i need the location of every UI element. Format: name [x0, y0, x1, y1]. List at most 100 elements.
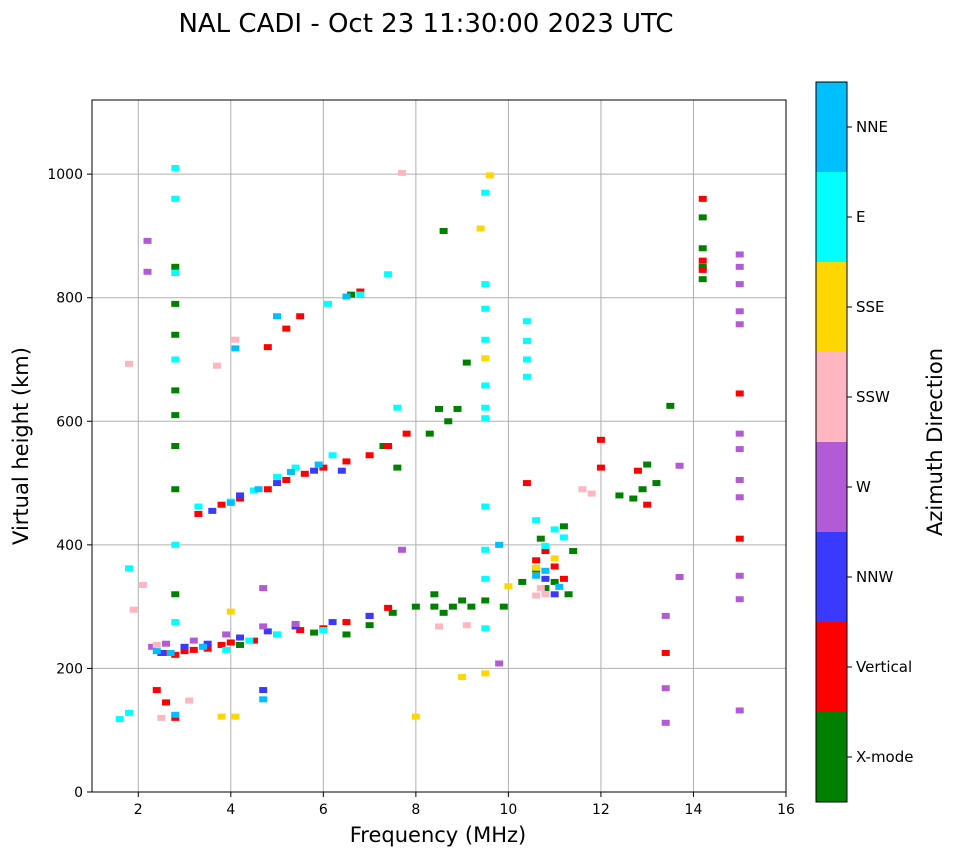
data-point — [735, 476, 744, 483]
data-point — [698, 245, 707, 252]
data-point — [171, 711, 180, 718]
data-point — [171, 270, 180, 276]
data-point — [532, 557, 541, 564]
data-point — [259, 585, 268, 592]
data-point — [319, 627, 328, 634]
data-point — [296, 627, 305, 634]
data-point — [162, 699, 171, 706]
colorbar-category-label: SSW — [856, 388, 890, 406]
data-point — [559, 575, 568, 582]
data-point — [467, 603, 476, 610]
data-point — [328, 619, 337, 626]
data-point — [698, 263, 707, 270]
data-point — [532, 564, 541, 571]
data-point — [222, 631, 231, 638]
data-point — [495, 541, 504, 548]
data-point — [661, 685, 670, 692]
data-point — [217, 713, 226, 720]
data-point — [550, 526, 559, 533]
data-point — [735, 390, 744, 397]
colorbar-segment — [816, 352, 847, 442]
data-point — [254, 486, 263, 493]
data-point — [698, 195, 707, 202]
data-point — [652, 480, 661, 487]
data-point — [476, 225, 485, 232]
data-point — [643, 501, 652, 508]
y-tick-label: 800 — [56, 291, 83, 307]
data-point — [522, 373, 531, 380]
colorbar-segment — [816, 82, 847, 172]
data-point — [296, 313, 305, 320]
data-point — [171, 619, 180, 626]
data-point — [249, 637, 258, 644]
x-tick-label: 4 — [226, 802, 235, 818]
data-point — [425, 430, 434, 437]
data-point — [393, 404, 402, 411]
data-point — [125, 709, 134, 716]
data-point — [596, 464, 605, 471]
data-point — [596, 436, 605, 443]
azimuth-colorbar: X-mode Vertical NNW W SSW SSE E NNE — [815, 81, 913, 803]
data-point — [152, 648, 161, 655]
data-point — [735, 308, 744, 315]
data-point — [393, 464, 402, 471]
data-point — [171, 356, 180, 363]
series-nnw — [157, 467, 559, 694]
colorbar-category-label: E — [856, 208, 865, 226]
data-point — [157, 714, 166, 721]
grid-lines — [92, 100, 787, 793]
y-axis-ticks: 0 200 400 600 800 1000 — [47, 167, 92, 801]
x-tick-label: 2 — [134, 802, 143, 818]
x-tick-label: 14 — [685, 802, 703, 818]
data-point — [453, 405, 462, 412]
data-point — [171, 331, 180, 338]
data-point — [194, 503, 203, 510]
data-point — [698, 266, 707, 273]
data-point — [541, 591, 550, 598]
data-point — [323, 300, 332, 307]
data-point — [638, 486, 647, 493]
series-sse — [217, 172, 559, 720]
data-point — [675, 573, 684, 580]
data-point — [259, 623, 268, 630]
colorbar-category-label: W — [856, 478, 871, 496]
data-point — [217, 641, 226, 648]
colorbar-segment — [816, 532, 847, 622]
data-point — [462, 622, 471, 629]
data-point — [661, 649, 670, 656]
x-tick-label: 6 — [319, 802, 328, 818]
data-point — [550, 563, 559, 570]
data-point — [735, 596, 744, 603]
data-point — [208, 507, 217, 514]
colorbar-category-label: SSE — [856, 298, 885, 316]
data-point — [166, 649, 175, 656]
data-point — [633, 467, 642, 474]
series-e — [115, 164, 568, 723]
data-point — [735, 281, 744, 288]
data-point — [356, 291, 365, 298]
data-point — [435, 623, 443, 630]
colorbar-category-label: Vertical — [856, 658, 912, 676]
data-point — [157, 649, 166, 656]
data-point — [222, 646, 231, 653]
data-point — [162, 649, 171, 656]
data-point — [189, 646, 198, 653]
y-tick-label: 0 — [74, 785, 83, 801]
data-point — [217, 501, 226, 508]
data-point — [384, 443, 393, 449]
data-point — [171, 486, 180, 493]
data-point — [282, 325, 291, 332]
data-point — [481, 597, 490, 604]
data-point — [273, 480, 282, 487]
data-point — [388, 609, 397, 616]
data-point — [458, 674, 467, 681]
data-point — [273, 473, 282, 480]
data-point — [226, 499, 235, 506]
data-point — [342, 619, 351, 626]
data-point — [328, 452, 337, 459]
plot-frame — [91, 99, 787, 793]
data-point — [643, 461, 652, 468]
data-point — [231, 336, 240, 343]
x-axis-ticks: 2 4 6 8 10 12 14 16 — [134, 792, 795, 818]
